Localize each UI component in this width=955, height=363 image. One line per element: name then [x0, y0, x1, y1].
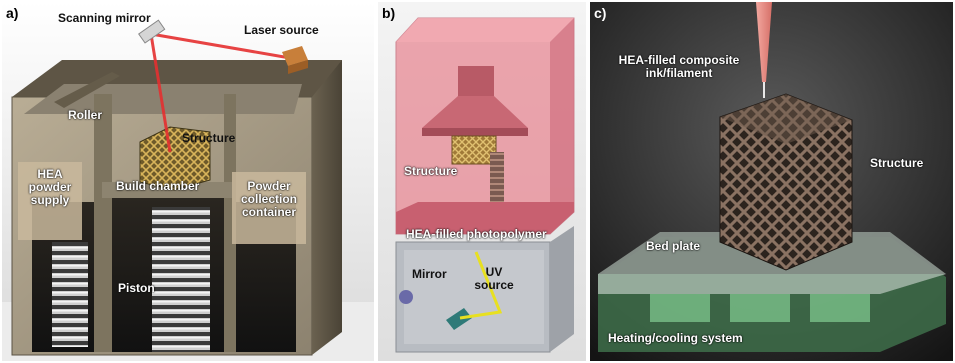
panel-b-vat-photopolymerization: b) Structure HEA-filled photopolymer Mir…	[378, 2, 586, 361]
bed-plate-label: Bed plate	[646, 239, 701, 253]
panel-c-extrusion-printing: c) HEA-filled composite ink/filament Str…	[590, 2, 953, 361]
heating-cooling-label: Heating/cooling system	[608, 331, 743, 345]
panel-c-label: c)	[594, 5, 607, 21]
powder-collection-line-2: collection	[240, 192, 297, 206]
structure-label-b: Structure	[404, 164, 458, 178]
panel-b-illustration	[378, 2, 586, 361]
uv-source-line-1: UV	[485, 265, 503, 279]
ink-filament-line-2: ink/filament	[645, 66, 713, 80]
uv-source-line-2: source	[474, 278, 514, 292]
hea-powder-supply-line-3: supply	[30, 193, 70, 207]
hea-powder-supply-line-2: powder	[28, 180, 72, 194]
panel-b-label: b)	[382, 5, 396, 21]
mirror-label: Mirror	[412, 267, 447, 281]
roller-label: Roller	[68, 108, 103, 122]
panel-a-label: a)	[6, 5, 19, 21]
hea-powder-supply-line-1: HEA	[37, 167, 63, 181]
laser-source-label: Laser source	[244, 23, 319, 37]
powder-collection-line-1: Powder	[247, 179, 291, 193]
panel-a-powder-bed-fusion: a) Scanning mirror Laser source Roller S…	[2, 2, 374, 361]
powder-collection-line-3: container	[241, 205, 296, 219]
structure-label-c: Structure	[870, 156, 924, 170]
piston-label: Piston	[118, 281, 155, 295]
uv-source-label: UV source	[474, 266, 514, 292]
scanning-mirror-label: Scanning mirror	[58, 11, 151, 25]
powder-collection-container-label: Powder collection container	[232, 180, 306, 219]
hea-powder-supply-label: HEA powder supply	[26, 168, 74, 207]
photopolymer-label: HEA-filled photopolymer	[406, 227, 547, 241]
panel-a-illustration	[2, 2, 374, 361]
ink-filament-label: HEA-filled composite ink/filament	[604, 54, 754, 80]
structure-label-a: Structure	[182, 131, 236, 145]
panel-c-illustration	[590, 2, 953, 361]
ink-filament-line-1: HEA-filled composite	[618, 53, 740, 67]
build-chamber-label: Build chamber	[116, 179, 200, 193]
